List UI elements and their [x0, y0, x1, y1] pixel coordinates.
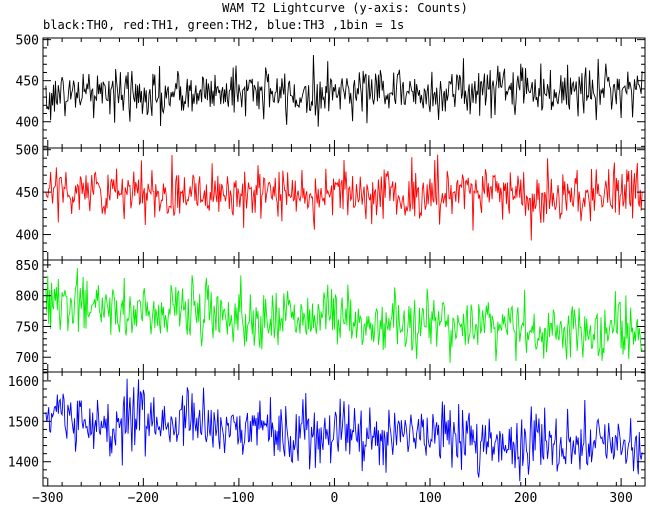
y-tick-label: 500: [16, 144, 39, 159]
panel-stack: 400 450 500 400 450 500 700 750 800 850 1400 1500 16…: [8, 34, 646, 505]
series-th1-line: [45, 154, 643, 241]
y-tick-label: 1500: [8, 415, 39, 430]
y-tick-label: 750: [16, 320, 39, 335]
chart-title: WAM T2 Lightcurve (y-axis: Counts): [222, 1, 468, 15]
y-tick-label: 850: [16, 259, 39, 274]
y-tick-label: 700: [16, 351, 39, 366]
y-tick-label: 400: [16, 116, 39, 131]
x-tick-label: 300: [609, 491, 632, 505]
x-tick-label: −300: [32, 491, 63, 505]
y-tick-label: 1600: [8, 375, 39, 390]
chart-subtitle: black:TH0, red:TH1, green:TH2, blue:TH3 …: [43, 18, 404, 32]
x-tick-label: 200: [514, 491, 537, 505]
y-tick-label: 400: [16, 229, 39, 244]
series-th2-line: [45, 268, 643, 363]
y-tick-label: 1400: [8, 456, 39, 471]
series-th0-line: [45, 54, 643, 127]
y-tick-label: 450: [16, 75, 39, 90]
y-tick-label: 800: [16, 290, 39, 305]
x-tick-label: −200: [128, 491, 159, 505]
x-tick-label: −100: [223, 491, 254, 505]
series-th3-line: [45, 378, 643, 482]
y-tick-label: 500: [16, 34, 39, 49]
x-tick-label: 0: [331, 491, 339, 505]
x-tick-label: 100: [418, 491, 441, 505]
y-tick-label: 450: [16, 186, 39, 201]
